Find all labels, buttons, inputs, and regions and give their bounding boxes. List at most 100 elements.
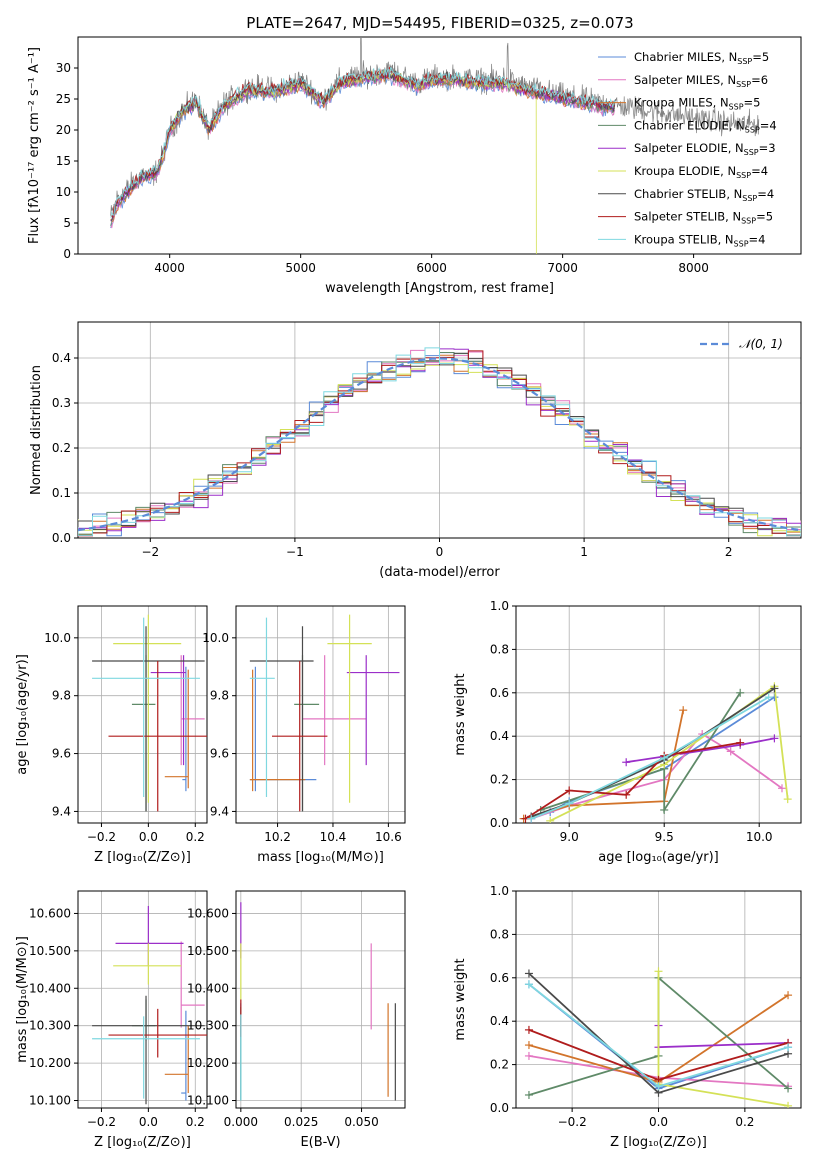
x-tick-label: 10.4 (320, 830, 347, 844)
legend-nssp: =4 (760, 118, 777, 132)
y-axis-label: mass weight (453, 958, 468, 1040)
x-tick-label: 9.0 (560, 830, 579, 844)
weight-point-marker (778, 784, 786, 793)
y-tick-label: 9.8 (52, 689, 71, 703)
errorbar-points (249, 614, 400, 812)
legend-label: Salpeter STELIB, N (634, 210, 741, 224)
y-tick-label: 10.400 (187, 981, 229, 995)
legend-label: Chabrier ELODIE, N (634, 118, 745, 132)
errorbar-points (92, 905, 207, 1105)
x-tick-label: 0.0 (139, 1115, 158, 1129)
weight-point-marker (784, 991, 793, 1000)
y-tick-label: 15 (56, 154, 71, 168)
y-axis-label: age [log₁₀(age/yr)] (15, 654, 30, 775)
x-axis-label: (data-model)/error (379, 565, 500, 580)
x-tick-label: −0.2 (87, 830, 116, 844)
x-tick-label: 10.6 (375, 830, 402, 844)
y-axis-label: mass weight (453, 673, 468, 755)
errorbar-9 (92, 1016, 200, 1099)
legend-nssp: =4 (757, 187, 774, 201)
axes-frame (77, 890, 208, 1109)
residuals-panel: −2 −1 0 1 2 0.0 0.1 0.2 0.3 0.4 (data-model)/error… (29, 321, 802, 580)
errorbar-3 (249, 669, 306, 792)
y-tick-label: 10.300 (187, 1019, 229, 1033)
weight-lines (519, 682, 792, 823)
errorbar-6 (113, 614, 182, 803)
y-tick-label: 0 (63, 247, 71, 261)
weight-point-marker (524, 969, 533, 978)
y-tick-label: 1.0 (490, 599, 509, 613)
legend-nssp: =5 (756, 210, 773, 224)
weight-point-marker (565, 799, 574, 808)
weight-series-7 (530, 687, 775, 818)
x-axis-label: Z [log₁₀(Z/Z⊙)] (610, 1135, 707, 1150)
legend-nssp: =5 (744, 96, 761, 110)
y-axis-label: mass [log₁₀(M/M⊙)] (15, 936, 30, 1063)
legend-subscript: SSP (745, 125, 760, 134)
mass-vs-ebv-panel: 0.000 0.025 0.050 10.100 10.200 10.300 10.400 1… (187, 890, 406, 1150)
axes-frame (515, 890, 802, 1109)
legend-subscript: SSP (729, 103, 744, 112)
y-tick-label: 9.4 (52, 804, 71, 818)
y-tick-label: 0.1 (52, 486, 71, 500)
y-tick-label: 10.400 (29, 981, 71, 995)
weight-point-marker (736, 688, 745, 697)
y-tick-label: 10.100 (29, 1094, 71, 1108)
errorbar-3 (164, 669, 189, 789)
weight-point-marker (527, 814, 536, 823)
axes-frame (235, 605, 406, 824)
errorbar-9 (92, 617, 200, 797)
x-tick-label: 0.2 (186, 1115, 205, 1129)
weight-point-marker (736, 738, 745, 747)
legend-label: Salpeter MILES, N (634, 73, 736, 87)
errorbar-5 (150, 655, 186, 766)
errorbar-8 (108, 660, 207, 812)
errorbar-points (240, 902, 396, 1101)
x-tick-label: 0.0 (139, 830, 158, 844)
x-axis-label: mass [log₁₀(M/M⊙)] (257, 850, 384, 865)
legend-entry: Salpeter ELODIE, NSSP=3 (634, 141, 776, 157)
errorbar-8 (272, 660, 328, 812)
errorbar-3 (164, 1025, 189, 1094)
y-tick-label: 10.300 (29, 1019, 71, 1033)
x-tick-label: 4000 (154, 261, 185, 275)
weight-point-marker (770, 684, 779, 693)
x-tick-label: 10.0 (746, 830, 773, 844)
x-tick-label: 0.050 (344, 1115, 378, 1129)
axes-frame (77, 36, 802, 255)
legend-entry: Salpeter STELIB, NSSP=5 (634, 210, 773, 226)
weight-point-marker (524, 1041, 533, 1050)
y-tick-label: 0.2 (52, 441, 71, 455)
weight-point-marker (546, 816, 555, 823)
y-tick-label: 10.600 (187, 906, 229, 920)
legend-label: Chabrier STELIB, N (634, 187, 742, 201)
weight-lines (524, 967, 793, 1108)
weight-point-marker (783, 795, 792, 804)
legend-nssp: =4 (749, 232, 766, 246)
errorbar-7 (92, 995, 205, 1105)
weight-point-marker (622, 790, 631, 799)
legend-subscript: SSP (742, 194, 757, 203)
legend-entry: Kroupa STELIB, NSSP=4 (634, 232, 765, 248)
weight-point-marker (726, 747, 735, 756)
legend-nssp: =4 (751, 164, 768, 178)
weight-point-marker (784, 1043, 793, 1052)
x-axis-label: Z [log₁₀(Z/Z⊙)] (94, 850, 191, 865)
x-tick-label: 8000 (678, 261, 709, 275)
y-tick-label: 9.6 (52, 747, 71, 761)
errorbar-6 (327, 614, 372, 803)
errorbar-5 (115, 905, 184, 966)
legend-subscript: SSP (736, 171, 751, 180)
errorbar-7 (92, 626, 205, 812)
x-tick-label: 0.000 (224, 1115, 258, 1129)
y-tick-label: 10.100 (187, 1094, 229, 1108)
y-tick-label: 0.2 (490, 1058, 509, 1072)
x-tick-label: 0.2 (735, 1115, 754, 1129)
errorbar-1 (249, 666, 317, 792)
weight-point-marker (784, 1084, 793, 1093)
y-tick-label: 20 (56, 123, 71, 137)
y-tick-label: 10.0 (202, 631, 229, 645)
residual-histogram-9 (78, 347, 801, 537)
x-tick-label: 0.2 (186, 830, 205, 844)
weight-series-3 (523, 710, 685, 820)
